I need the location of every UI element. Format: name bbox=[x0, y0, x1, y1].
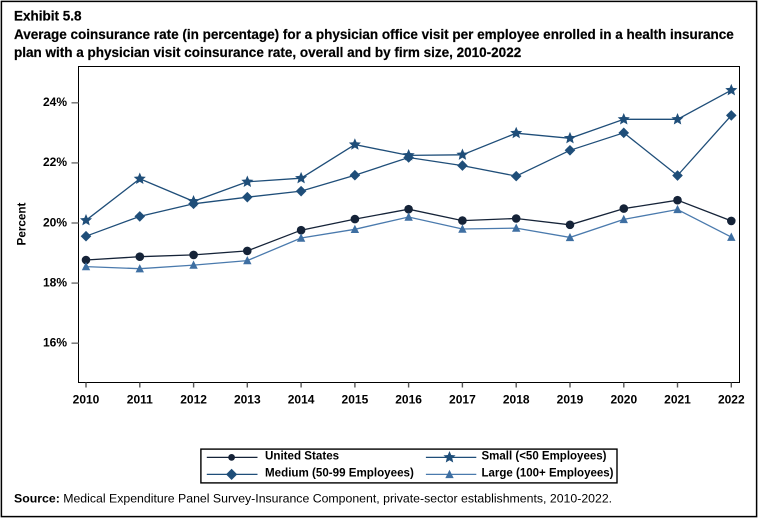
svg-text:plan with a physician visit co: plan with a physician visit coinsurance … bbox=[14, 45, 521, 60]
svg-text:16%: 16% bbox=[43, 336, 67, 350]
svg-text:Exhibit 5.8: Exhibit 5.8 bbox=[14, 9, 82, 24]
svg-text:2022: 2022 bbox=[718, 392, 745, 406]
svg-text:22%: 22% bbox=[43, 155, 67, 169]
svg-text:2021: 2021 bbox=[664, 392, 691, 406]
svg-text:Average coinsurance rate (in p: Average coinsurance rate (in percentage)… bbox=[14, 27, 734, 42]
svg-text:2018: 2018 bbox=[503, 392, 530, 406]
svg-text:2016: 2016 bbox=[395, 392, 422, 406]
svg-text:2013: 2013 bbox=[234, 392, 261, 406]
svg-text:18%: 18% bbox=[43, 275, 67, 289]
svg-text:Source: Medical Expenditure Pa: Source: Medical Expenditure Panel Survey… bbox=[14, 492, 612, 506]
svg-text:2014: 2014 bbox=[288, 392, 315, 406]
svg-text:Large (100+ Employees): Large (100+ Employees) bbox=[482, 468, 614, 480]
svg-text:United States: United States bbox=[265, 450, 339, 463]
svg-text:2020: 2020 bbox=[610, 392, 637, 406]
svg-text:24%: 24% bbox=[43, 95, 67, 109]
svg-text:Percent: Percent bbox=[15, 202, 28, 245]
svg-text:Small (<50 Employees): Small (<50 Employees) bbox=[482, 451, 607, 463]
svg-text:2017: 2017 bbox=[449, 392, 476, 406]
svg-text:Medium (50-99 Employees): Medium (50-99 Employees) bbox=[265, 467, 414, 480]
svg-text:2012: 2012 bbox=[180, 392, 207, 406]
svg-text:2015: 2015 bbox=[342, 392, 369, 406]
svg-text:20%: 20% bbox=[43, 215, 67, 229]
svg-text:2011: 2011 bbox=[127, 392, 153, 406]
svg-text:2019: 2019 bbox=[557, 392, 584, 406]
svg-text:2010: 2010 bbox=[73, 392, 100, 406]
